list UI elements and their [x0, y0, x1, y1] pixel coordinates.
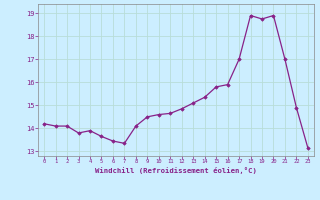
- X-axis label: Windchill (Refroidissement éolien,°C): Windchill (Refroidissement éolien,°C): [95, 167, 257, 174]
